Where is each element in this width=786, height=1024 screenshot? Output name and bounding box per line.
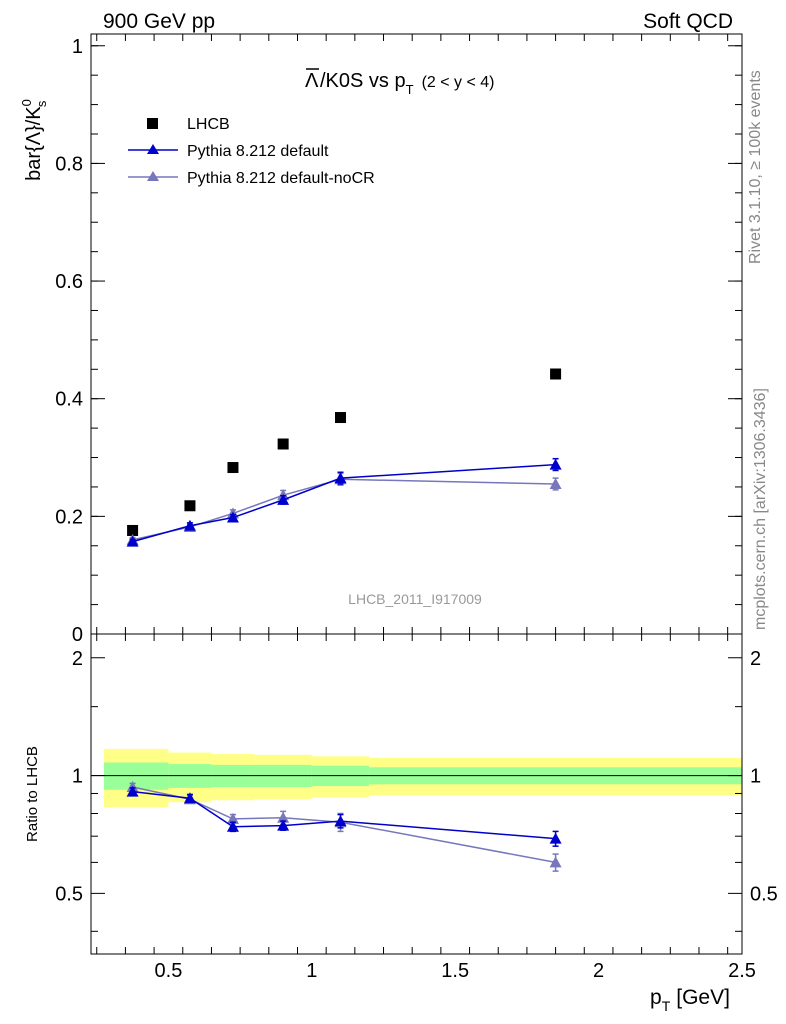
pythia-default-point xyxy=(183,519,196,531)
ratio-y-tick-label-right: 1 xyxy=(750,766,761,788)
main-series xyxy=(126,368,562,547)
ratio-x-tick-label: 2 xyxy=(593,960,604,982)
ratio-y-tick-label-right: 2 xyxy=(750,648,761,670)
ratio-pythia-default-line xyxy=(132,790,556,840)
pythia-default-point xyxy=(334,472,347,484)
pythia-default-line xyxy=(132,463,556,543)
lhcb-data-point xyxy=(127,524,139,536)
pythia-default-point xyxy=(226,511,239,523)
ratio-bands xyxy=(103,748,742,808)
x-axis-title-text: p xyxy=(650,986,662,1009)
ratio-x-tick-label: 1 xyxy=(306,960,317,982)
lhcb-data-point xyxy=(227,462,239,474)
main-y-label: bar{Λ}/K0s xyxy=(19,99,49,181)
ratio-x-tick-label: 2.5 xyxy=(728,960,756,982)
legend-label-lhcb: LHCB xyxy=(187,116,230,133)
main-y-tick-label: 0.4 xyxy=(55,389,83,411)
ratio-x-axis: 0.5 1 1.5 2 2.5 xyxy=(96,634,756,982)
x-axis-title-unit: [GeV] xyxy=(676,986,730,1009)
uncertainty-band-inner xyxy=(103,762,169,790)
ratio-pythia-default-point xyxy=(277,819,290,831)
header-right: Soft QCD xyxy=(643,10,733,33)
title-sub: T xyxy=(406,82,414,97)
main-x-ticks xyxy=(96,34,729,634)
header-left: 900 GeV pp xyxy=(103,10,215,33)
title-main: /K0S vs p xyxy=(320,70,406,92)
main-y-tick-label: 0.8 xyxy=(55,153,83,175)
legend-marker-nocr xyxy=(147,171,159,181)
svg-text:bar{Λ}/K0s: bar{Λ}/K0s xyxy=(19,99,49,181)
legend-label-default: Pythia 8.212 default xyxy=(187,143,329,160)
chart-title: Λ /K0S vs pT (2 < y < 4) xyxy=(305,68,494,97)
main-y-tick-label: 0.6 xyxy=(55,271,83,293)
ratio-pythia-default-point xyxy=(549,832,562,844)
ratio-pythia-default-point xyxy=(226,820,239,832)
lhcb-data-point xyxy=(550,368,562,380)
ratio-panel: 0.5 0.5 1 1 2 2 0.5 1 1.5 2 2.5 Ratio to LHCB pT [… xyxy=(24,633,778,1014)
ratio-y-tick-label: 0.5 xyxy=(55,883,83,905)
ratio-y-axis: 0.5 0.5 1 1 2 2 xyxy=(55,648,778,932)
main-y-label-sub: s xyxy=(34,100,49,107)
legend: LHCB Pythia 8.212 default Pythia 8.212 d… xyxy=(128,116,375,187)
ratio-x-tick-label: 0.5 xyxy=(155,960,183,982)
lhcb-data-point xyxy=(277,438,289,450)
ratio-y-tick-label: 1 xyxy=(72,766,83,788)
title-suffix: (2 < y < 4) xyxy=(422,74,495,91)
ratio-pythia-nocr-point xyxy=(549,856,562,868)
legend-marker-lhcb xyxy=(147,118,158,129)
svg-text:/K0S vs pT(2 < y < 4): /K0S vs pT (2 < y < 4) xyxy=(320,70,494,97)
pythia-nocr-line xyxy=(132,478,556,541)
ratio-pythia-default-point xyxy=(183,792,196,804)
main-y-tick-label: 0.2 xyxy=(55,506,83,528)
main-panel: 00.20.40.60.81 bar{Λ}/K0s Λ /K0S vs pT (2… xyxy=(19,33,743,646)
ratio-pythia-default-point xyxy=(334,815,347,827)
main-y-tick-label: 1 xyxy=(72,36,83,58)
x-axis-title: pT [GeV] xyxy=(650,986,730,1014)
ratio-frame xyxy=(90,633,743,955)
ratio-pythia-nocr-point xyxy=(226,812,239,824)
rivet-label: Rivet 3.1.10, ≥ 100k events xyxy=(747,70,764,264)
main-y-label-text: bar{Λ}/K xyxy=(23,106,45,181)
ratio-pythia-nocr-point xyxy=(277,811,290,823)
pythia-default-point xyxy=(126,535,139,547)
ratio-pythia-default-point xyxy=(126,785,139,797)
main-y-tick-label: 0 xyxy=(72,624,83,646)
legend-label-nocr: Pythia 8.212 default-noCR xyxy=(187,170,375,187)
main-y-axis: 0 0.2 0.4 0.6 0.8 1 xyxy=(55,36,742,646)
title-lambda: Λ xyxy=(305,70,319,92)
pythia-default-point xyxy=(277,493,290,505)
x-axis-title-sub: T xyxy=(662,998,671,1014)
mcplots-label: mcplots.cern.ch [arXiv:1306.3436] xyxy=(752,388,769,630)
ratio-y-label: Ratio to LHCB xyxy=(24,746,41,842)
pythia-default-point xyxy=(549,458,562,470)
pythia-nocr-point xyxy=(549,478,562,489)
lhcb-data-point xyxy=(335,412,347,424)
ratio-series xyxy=(126,780,562,872)
ratio-y-tick-label: 2 xyxy=(72,648,83,670)
analysis-watermark: LHCB_2011_I917009 xyxy=(348,591,482,607)
ratio-y-tick-label-right: 0.5 xyxy=(750,883,778,905)
legend-marker-default xyxy=(147,144,159,154)
ratio-x-tick-label: 1.5 xyxy=(441,960,469,982)
main-y-label-sup: 0 xyxy=(19,99,34,106)
lhcb-data-point xyxy=(184,500,196,512)
